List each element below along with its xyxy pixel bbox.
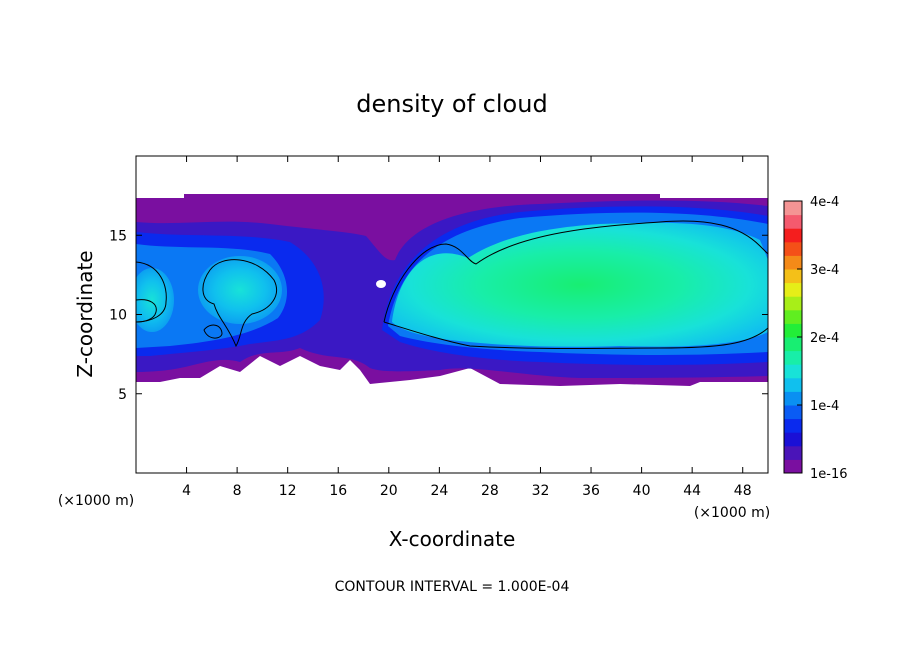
colorbar-segment	[784, 405, 802, 420]
x-tick-label: 20	[380, 483, 398, 499]
y-tick-label: 10	[109, 308, 127, 324]
x-tick-label: 32	[532, 483, 550, 499]
contour-left-inner	[136, 299, 157, 323]
colorbar-segment	[784, 445, 802, 460]
colorbar-tick-label: 4e-4	[810, 195, 839, 210]
colorbar-segment	[784, 296, 802, 311]
colorbar-tick-label: 3e-4	[810, 263, 839, 278]
y-axis-ticks: 5 10 15	[109, 228, 768, 403]
x-tick-label: 36	[582, 483, 600, 499]
colorbar-tick-label: 1e-16	[810, 467, 848, 482]
x-tick-label: 28	[481, 483, 499, 499]
colorbar-segment	[784, 377, 802, 392]
x-tick-label: 4	[182, 483, 191, 499]
contour-main-lower	[383, 321, 768, 349]
contour-lines	[136, 220, 768, 349]
colorbar-segment	[784, 309, 802, 324]
x-unit-right: (×1000 m)	[694, 505, 770, 521]
colorbar-segment	[784, 201, 802, 216]
main-core	[392, 222, 768, 347]
colorbar-segment	[784, 269, 802, 284]
colorbar-segment	[784, 323, 802, 338]
colorbar-segment	[784, 391, 802, 406]
colorbar-segment	[784, 241, 802, 256]
colorbar-tick-label: 2e-4	[810, 331, 839, 346]
x-tick-label: 40	[633, 483, 651, 499]
colorbar-segment	[784, 418, 802, 433]
colorbar-segment	[784, 337, 802, 352]
colorbar-segment	[784, 364, 802, 379]
contour-small-blob	[203, 324, 223, 339]
x-tick-label: 24	[430, 483, 448, 499]
colorbar-segment	[784, 214, 802, 229]
density-field	[136, 194, 768, 386]
x-unit-left: (×1000 m)	[58, 493, 134, 509]
colorbar-segment	[784, 282, 802, 297]
colorbar-segment	[784, 350, 802, 365]
x-tick-label: 12	[279, 483, 297, 499]
contour-main	[383, 220, 768, 323]
colorbar: 1e-16 1e-4 2e-4 3e-4 4e-4	[783, 195, 848, 482]
x-axis-ticks: 4 8 12 16 20 24 28 32 36 40 44 48	[182, 156, 752, 499]
chart-title: density of cloud	[356, 90, 547, 118]
left-core-blob	[198, 256, 282, 324]
colorbar-tick-label: 1e-4	[810, 399, 839, 414]
x-tick-label: 16	[329, 483, 347, 499]
contour-interval-label: CONTOUR INTERVAL = 1.000E-04	[335, 579, 570, 595]
colorbar-segment	[784, 432, 802, 447]
y-tick-label: 15	[109, 228, 127, 244]
colorbar-segment	[784, 459, 802, 474]
clear-air-hole	[376, 280, 386, 288]
x-tick-label: 48	[734, 483, 752, 499]
colorbar-segment	[784, 255, 802, 270]
x-axis-label: X-coordinate	[389, 527, 516, 551]
y-tick-label: 5	[118, 387, 127, 403]
colorbar-segment	[784, 228, 802, 243]
contour-left-blob	[202, 259, 277, 348]
y-axis-label: Z-coordinate	[73, 250, 97, 377]
x-tick-label: 8	[233, 483, 242, 499]
x-tick-label: 44	[683, 483, 701, 499]
